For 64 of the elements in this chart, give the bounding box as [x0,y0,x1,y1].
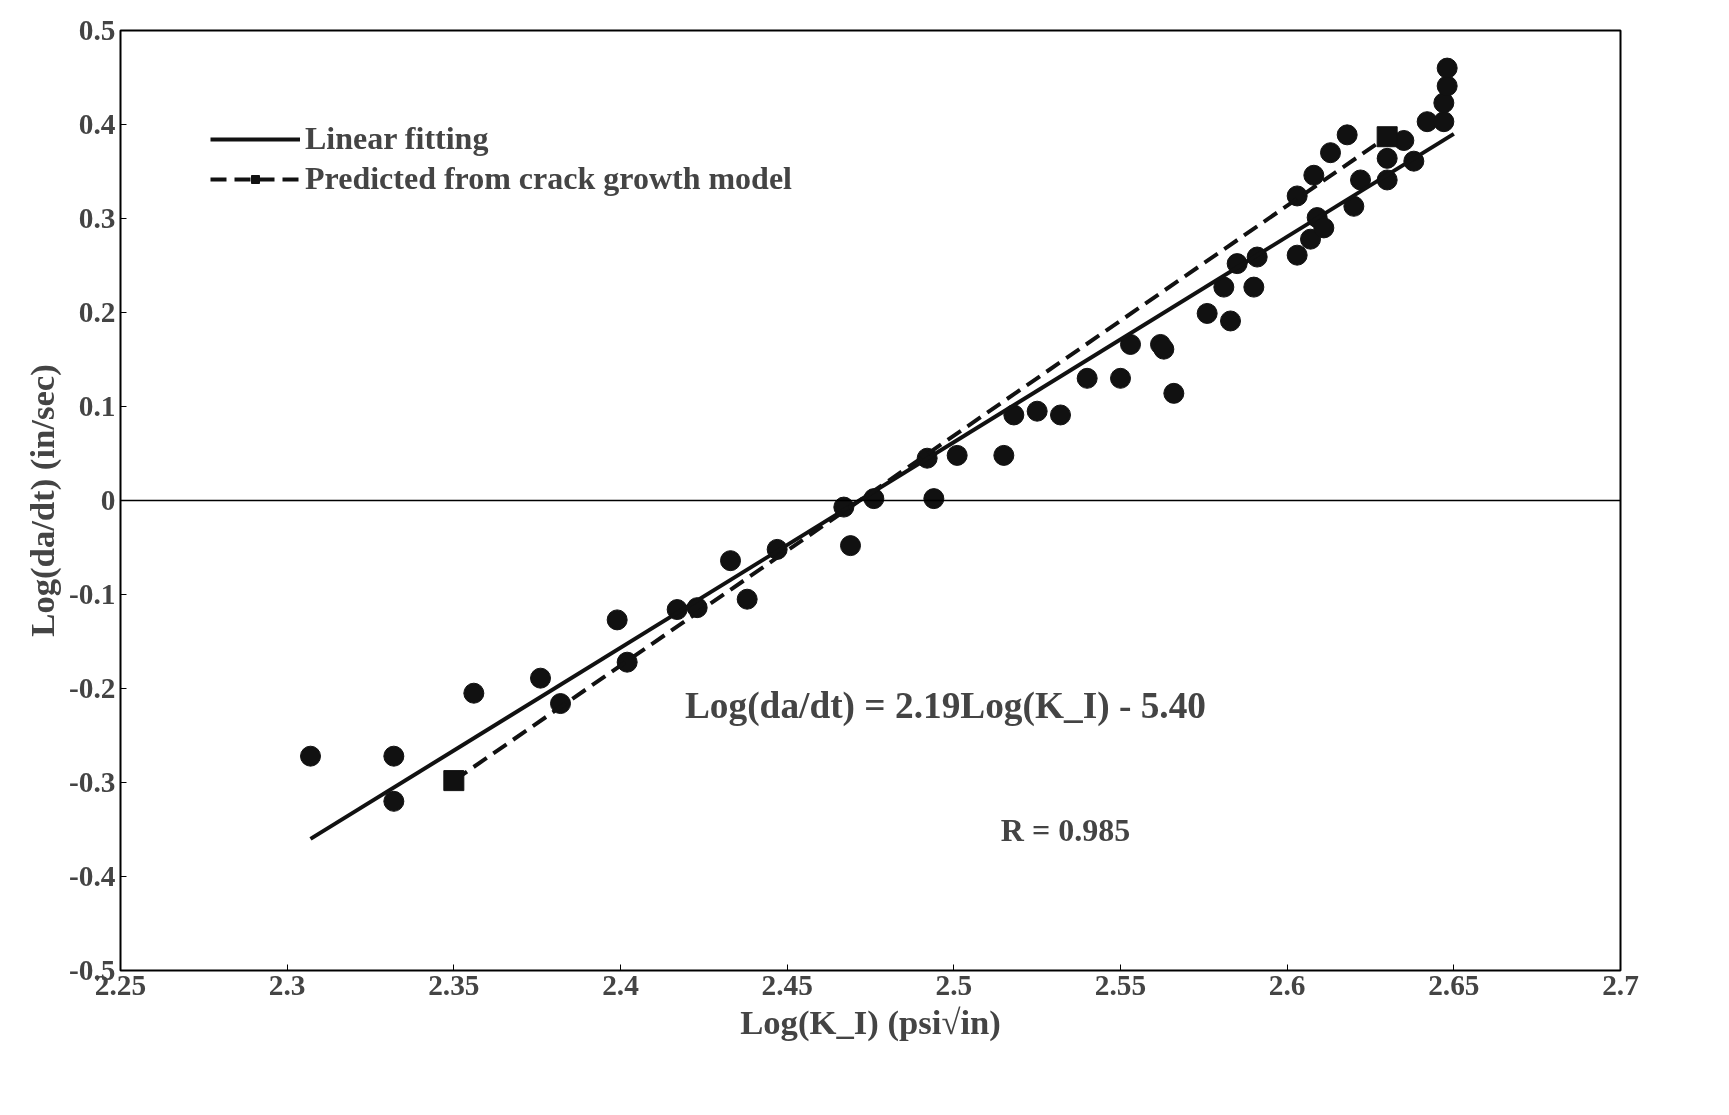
y-tick-label: 0.1 [78,390,116,422]
point [1220,310,1241,332]
x-tick-label: 2.45 [761,968,813,1001]
point [1433,92,1455,114]
x-tick-label: 2.6 [1268,968,1306,1001]
point [993,444,1015,466]
y-tick-label: 0.3 [78,202,116,234]
point [923,488,945,510]
point [1153,338,1175,360]
point [383,745,405,767]
y-tick-label: 0.4 [78,108,116,140]
point [1196,302,1218,324]
point [530,667,551,689]
x-tick-label: 2.4 [602,968,640,1001]
y-tick-label: 0.2 [78,296,116,328]
x-tick-label: 2.35 [428,968,480,1001]
point [946,444,968,466]
point [1243,276,1265,298]
y-tick-label: 0 [100,484,116,516]
point [720,550,741,572]
x-tick-label: 2.3 [268,968,306,1001]
point [463,682,485,704]
point [383,790,405,812]
y-tick-label: -0.4 [69,860,116,892]
point [1120,333,1141,355]
x-tick-label: 2.7 [1602,968,1639,1001]
legend-label: Predicted from crack growth model [305,160,792,197]
point [1076,367,1098,389]
x-tick-label: 2.55 [1094,968,1147,1001]
point [1303,164,1325,186]
point [443,770,465,792]
point [1336,124,1358,146]
point [840,535,861,557]
point [1286,244,1308,266]
legend-label: Linear fitting [305,120,489,157]
point [1313,217,1335,239]
y-axis-title: Log(da/dt) (in/sec) [23,364,63,637]
point [1343,195,1365,217]
y-tick-label: 0.5 [78,14,116,46]
annotation: R = 0.985 [1000,812,1131,849]
point [1350,169,1371,191]
point [1026,400,1048,422]
point [1300,228,1321,250]
point [606,609,628,631]
annotation: Log(da/dt) = 2.19Log(K_I) - 5.40 [684,685,1207,728]
point [1110,367,1131,389]
point [1376,126,1398,148]
point [1163,382,1185,404]
point [1416,111,1438,133]
point [1436,57,1458,79]
x-axis-title: Log(K_I) (psi√in) [740,1002,1001,1042]
point [300,745,321,767]
y-tick-label: -0.3 [69,766,116,798]
point [1376,147,1398,169]
point [1433,111,1455,133]
x-tick-label: 2.65 [1428,968,1480,1001]
y-tick-label: -0.2 [69,672,116,704]
x-tick-label: 2.5 [935,968,973,1001]
point [1436,75,1458,97]
point [736,588,758,610]
point [1320,142,1341,164]
point [1213,276,1235,298]
point [1050,404,1071,426]
y-tick-label: -0.1 [69,578,116,610]
